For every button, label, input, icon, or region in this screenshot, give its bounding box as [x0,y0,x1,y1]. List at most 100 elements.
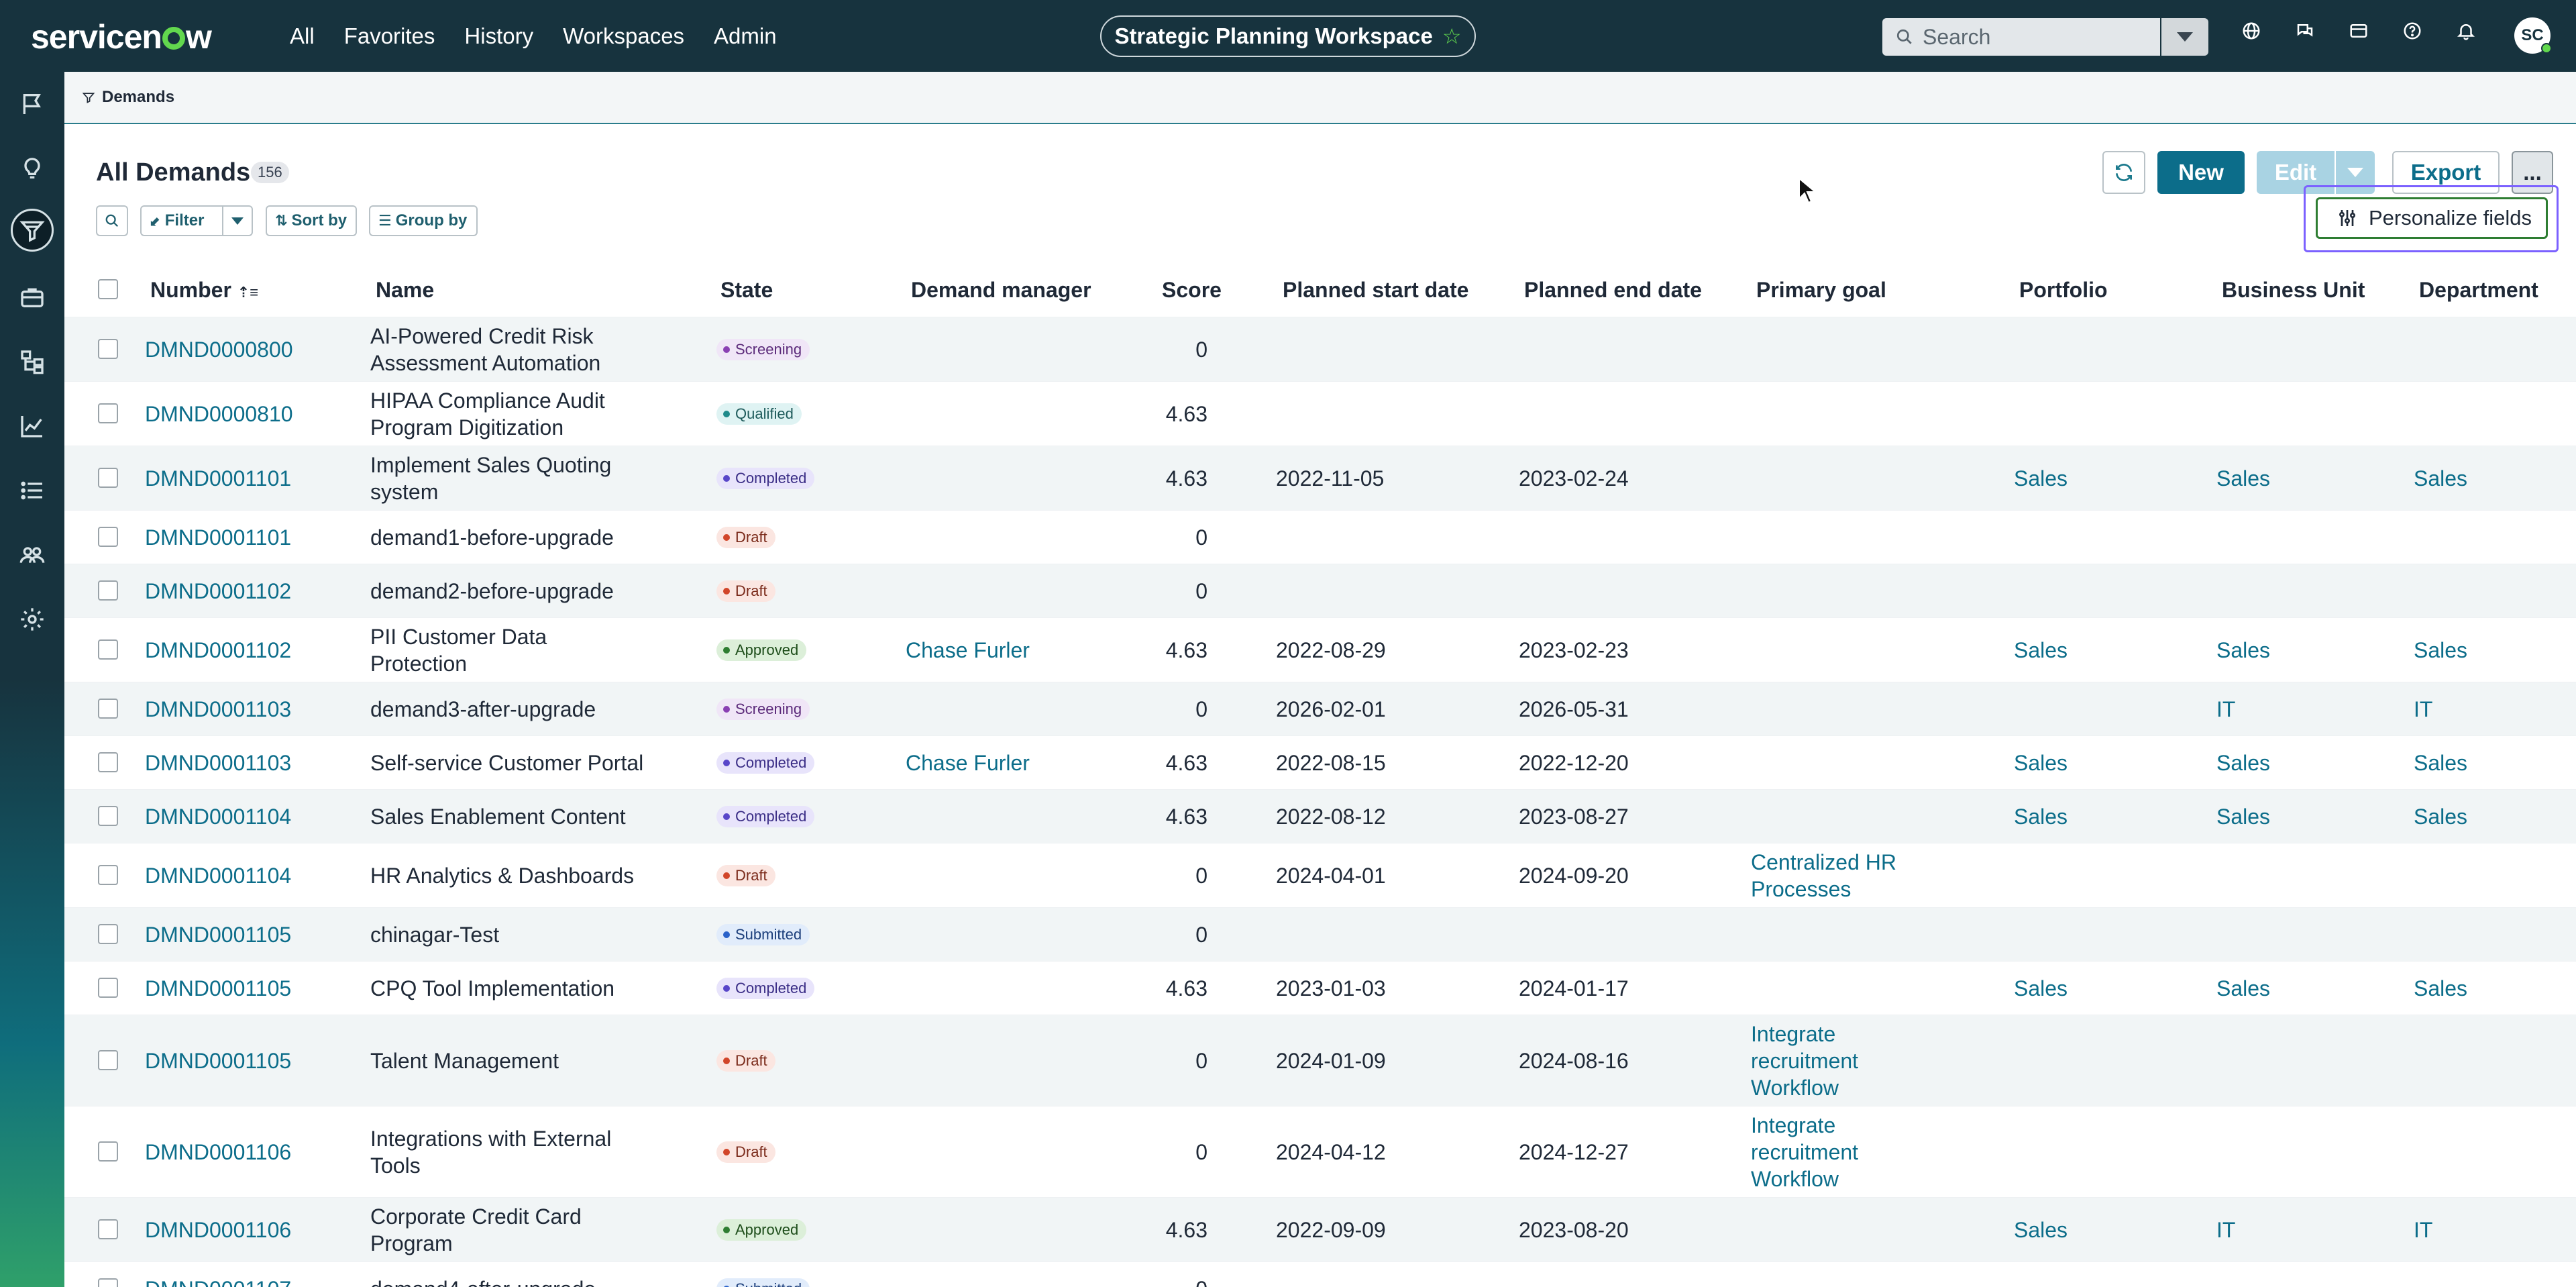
column-header-department[interactable]: Department [2419,278,2538,302]
primary-goal-link[interactable]: Integrate recruitment Workflow [1751,1021,1858,1101]
demand-number-link[interactable]: DMND0001105 [145,1049,292,1073]
column-header-planned-end-date[interactable]: Planned end date [1524,278,1702,302]
demand-number-link[interactable]: DMND0000800 [145,338,293,362]
nav-history[interactable]: History [464,23,534,48]
column-header-primary-goal[interactable]: Primary goal [1756,278,1886,302]
chart-line-icon[interactable] [13,407,51,445]
demand-name[interactable]: Talent Management [370,1047,559,1074]
table-row[interactable]: DMND0001105 Talent Management Draft 0 2024-0… [64,1015,2576,1106]
select-all-checkbox[interactable] [98,279,118,299]
briefcase-icon[interactable] [13,278,51,316]
business-unit-link[interactable]: Sales [2216,976,2271,1000]
refresh-button[interactable] [2102,151,2145,194]
demand-number-link[interactable]: DMND0001106 [145,1218,292,1242]
row-checkbox[interactable] [98,1141,118,1162]
business-unit-link[interactable]: Sales [2216,638,2271,662]
table-row[interactable]: DMND0001102 demand2-before-upgrade Draft 0 [64,564,2576,617]
table-row[interactable]: DMND0001104 Sales Enablement Content Compl… [64,789,2576,843]
primary-goal-link[interactable]: Integrate recruitment Workflow [1751,1112,1858,1192]
globe-icon[interactable] [2238,17,2265,44]
department-link[interactable]: IT [2414,1218,2433,1242]
servicenow-logo[interactable]: servicen w [31,18,212,56]
filter-button[interactable]: ⬋ Filter [140,205,223,236]
column-header-portfolio[interactable]: Portfolio [2019,278,2108,302]
demand-name[interactable]: demand2-before-upgrade [370,578,614,605]
demand-name[interactable]: chinagar-Test [370,921,499,948]
portfolio-link[interactable]: Sales [2014,466,2068,491]
personalize-fields-button[interactable]: Personalize fields [2316,197,2548,239]
table-row[interactable]: DMND0000810 HIPAA Compliance Audit Program… [64,381,2576,446]
table-row[interactable]: DMND0001107 demand4-after-upgrade Submitte… [64,1262,2576,1287]
column-header-planned-start-date[interactable]: Planned start date [1283,278,1469,302]
department-link[interactable]: Sales [2414,466,2468,491]
demand-number-link[interactable]: DMND0001101 [145,525,292,550]
demand-name[interactable]: Integrations with External Tools [370,1125,611,1179]
table-row[interactable]: DMND0001101 Implement Sales Quoting system… [64,446,2576,510]
nav-favorites[interactable]: Favorites [343,23,435,48]
demand-funnel-icon[interactable] [11,209,54,252]
row-checkbox[interactable] [98,978,118,998]
row-checkbox[interactable] [98,1219,118,1239]
column-header-demand-manager[interactable]: Demand manager [911,278,1091,302]
demand-name[interactable]: HR Analytics & Dashboards [370,862,634,889]
demand-number-link[interactable]: DMND0001104 [145,805,292,829]
column-header-business-unit[interactable]: Business Unit [2222,278,2365,302]
flag-icon[interactable] [13,85,51,123]
new-button[interactable]: New [2157,151,2245,194]
department-link[interactable]: Sales [2414,976,2468,1000]
card-icon[interactable] [2345,17,2372,44]
demand-name[interactable]: Self-service Customer Portal [370,750,643,776]
breadcrumb-demands[interactable]: Demands [102,88,175,106]
demand-name[interactable]: AI-Powered Credit Risk Assessment Automat… [370,323,600,376]
table-row[interactable]: DMND0001106 Corporate Credit Card Program A… [64,1197,2576,1262]
row-checkbox[interactable] [98,527,118,547]
row-checkbox[interactable] [98,339,118,359]
table-row[interactable]: DMND0001103 Self-service Customer Portal C… [64,735,2576,789]
global-search-input[interactable]: Search [1882,18,2160,56]
department-link[interactable]: Sales [2414,638,2468,662]
filter-dropdown-button[interactable] [222,205,253,236]
table-row[interactable]: DMND0000800 AI-Powered Credit Risk Assessm… [64,317,2576,381]
row-checkbox[interactable] [98,752,118,772]
table-row[interactable]: DMND0001105 chinagar-Test Submitted 0 [64,907,2576,961]
primary-goal-link[interactable]: Centralized HR Processes [1751,849,1896,903]
hierarchy-icon[interactable] [13,343,51,380]
avatar[interactable]: SC [2514,17,2552,54]
row-checkbox[interactable] [98,1050,118,1070]
demand-number-link[interactable]: DMND0001103 [145,751,292,775]
demand-number-link[interactable]: DMND0001105 [145,923,292,947]
table-row[interactable]: DMND0001101 demand1-before-upgrade Draft 0 [64,510,2576,564]
demand-number-link[interactable]: DMND0001102 [145,638,292,662]
demand-name[interactable]: HIPAA Compliance Audit Program Digitizati… [370,387,605,441]
nav-all[interactable]: All [290,23,315,48]
team-icon[interactable] [13,536,51,574]
row-checkbox[interactable] [98,639,118,660]
row-checkbox[interactable] [98,806,118,826]
column-header-state[interactable]: State [720,278,773,302]
business-unit-link[interactable]: IT [2216,697,2236,721]
portfolio-link[interactable]: Sales [2014,1218,2068,1242]
demand-number-link[interactable]: DMND0001102 [145,579,292,603]
portfolio-link[interactable]: Sales [2014,638,2068,662]
demand-number-link[interactable]: DMND0001105 [145,976,292,1000]
edit-button[interactable]: Edit [2257,151,2334,194]
demand-name[interactable]: Sales Enablement Content [370,803,626,830]
demand-name[interactable]: demand3-after-upgrade [370,696,596,723]
demand-number-link[interactable]: DMND0001107 [145,1276,291,1287]
business-unit-link[interactable]: Sales [2216,466,2271,491]
nav-admin[interactable]: Admin [714,23,777,48]
demand-name[interactable]: PII Customer Data Protection [370,623,547,677]
demand-name[interactable]: Implement Sales Quoting system [370,452,611,505]
business-unit-link[interactable]: Sales [2216,751,2271,775]
workspace-title-pill[interactable]: Strategic Planning Workspace ☆ [1100,15,1476,57]
gear-icon[interactable] [13,601,51,638]
demand-number-link[interactable]: DMND0001103 [145,697,292,721]
business-unit-link[interactable]: Sales [2216,805,2271,829]
demand-number-link[interactable]: DMND0000810 [145,402,293,426]
department-link[interactable]: Sales [2414,805,2468,829]
row-checkbox[interactable] [98,924,118,944]
demand-number-link[interactable]: DMND0001101 [145,466,292,491]
table-row[interactable]: DMND0001104 HR Analytics & Dashboards Draf… [64,843,2576,907]
demand-manager-link[interactable]: Chase Furler [906,751,1030,775]
sort-by-button[interactable]: ⇅ Sort by [266,205,357,236]
